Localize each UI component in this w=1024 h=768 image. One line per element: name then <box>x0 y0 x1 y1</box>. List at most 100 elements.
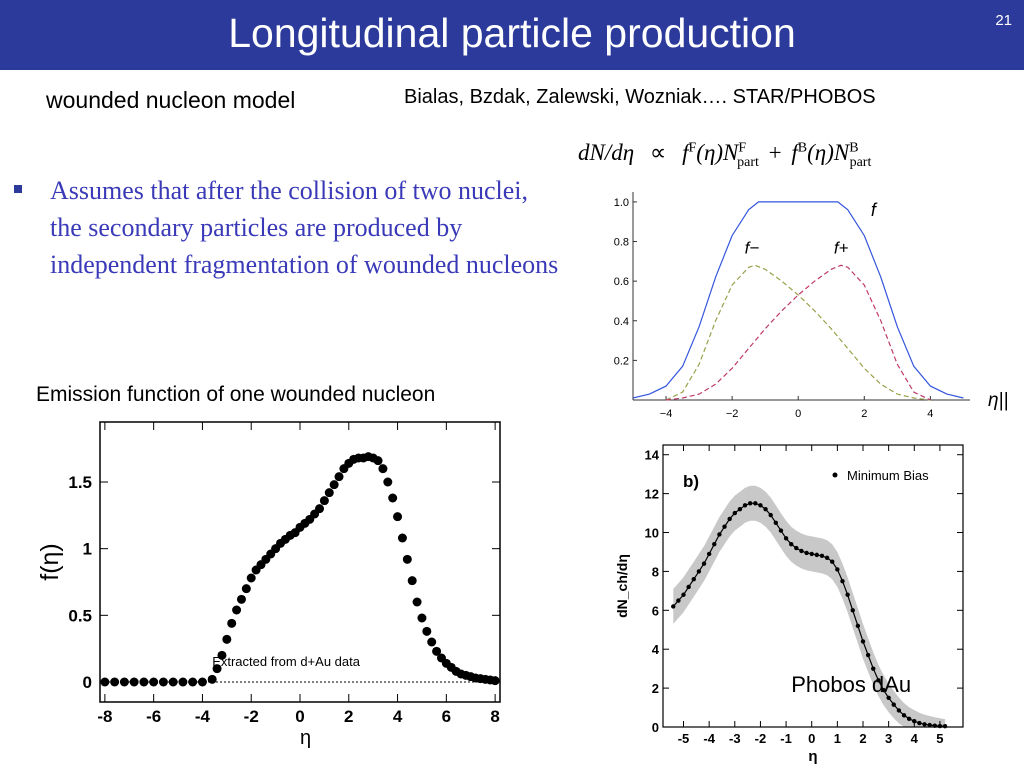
data-point <box>383 477 393 487</box>
formula-f-backward-sup: B <box>797 140 808 156</box>
data-point <box>942 724 948 729</box>
data-point <box>922 722 927 727</box>
x-tick-label: 4 <box>911 731 919 746</box>
data-point <box>712 541 717 547</box>
data-point <box>397 533 407 543</box>
formula-n-backward-sup: B <box>849 140 859 156</box>
data-point <box>158 677 168 687</box>
data-point <box>241 584 251 594</box>
formula-lhs: dN/dη <box>578 140 635 165</box>
data-point <box>393 512 403 522</box>
x-tick-label: −2 <box>726 408 739 420</box>
x-tick-label: 4 <box>393 707 403 726</box>
series-line <box>632 201 964 399</box>
systematic-error-band <box>673 485 946 727</box>
x-tick-label: 4 <box>927 408 933 420</box>
data-point <box>212 664 222 674</box>
x-tick-label: -2 <box>244 707 259 726</box>
y-tick-label: 10 <box>645 526 659 541</box>
data-point <box>427 637 437 647</box>
data-point <box>246 573 256 583</box>
data-point <box>373 456 383 466</box>
x-tick-label: -8 <box>97 707 112 726</box>
y-tick-label: 12 <box>645 487 659 502</box>
data-point <box>860 639 866 644</box>
y-tick-label: 4 <box>652 642 660 657</box>
x-tick-label: -4 <box>195 707 211 726</box>
annotation-label: Extracted from d+Au data <box>212 654 361 669</box>
x-tick-label: -2 <box>755 731 767 746</box>
x-axis-label: η|| <box>988 390 1008 411</box>
data-point <box>722 524 727 529</box>
formula-f-forward: f <box>682 140 689 165</box>
bullet-text: Assumes that after the collision of two … <box>50 176 559 279</box>
data-point <box>100 677 110 687</box>
data-point <box>773 520 779 525</box>
x-tick-label: 2 <box>344 707 353 726</box>
data-point <box>758 503 763 508</box>
y-tick-label: 0.6 <box>614 276 629 288</box>
formula-f-forward-sup: F <box>688 140 697 156</box>
slide-title: Longitudinal particle production <box>228 10 796 56</box>
x-tick-label: -4 <box>703 731 715 746</box>
data-point <box>706 551 712 557</box>
data-point <box>871 666 876 671</box>
formula-plus: + <box>768 140 782 165</box>
data-point <box>110 677 120 687</box>
data-point <box>840 578 845 584</box>
x-tick-label: 5 <box>936 731 943 746</box>
data-point <box>696 569 702 574</box>
data-point <box>804 550 809 556</box>
x-tick-label: -3 <box>729 731 741 746</box>
data-point <box>329 480 339 490</box>
data-point <box>845 592 850 597</box>
x-tick-label: 6 <box>442 707 451 726</box>
x-tick-label: 0 <box>295 707 304 726</box>
data-point <box>768 512 773 518</box>
data-point <box>753 501 758 506</box>
formula-eta-n-backward: (η)N <box>807 140 850 165</box>
y-axis-label: dN_ch/dη <box>614 554 630 618</box>
data-point <box>315 504 325 514</box>
data-point <box>855 623 861 629</box>
data-point <box>319 496 329 506</box>
data-point <box>432 646 442 656</box>
data-point <box>727 516 732 522</box>
data-point <box>129 677 139 687</box>
data-point <box>891 702 896 707</box>
data-point <box>691 576 696 582</box>
data-point <box>412 597 422 607</box>
panel-label: b) <box>683 472 699 491</box>
data-point <box>407 576 417 586</box>
data-point <box>168 677 178 687</box>
plot-frame <box>662 444 964 728</box>
x-tick-label: -6 <box>146 707 161 726</box>
x-tick-label: 0 <box>808 731 815 746</box>
bullet-square-icon <box>14 185 22 193</box>
legend-label: Minimum Bias <box>847 468 929 483</box>
formula-n-forward-sup: F <box>738 140 747 156</box>
data-point <box>681 592 686 597</box>
y-axis-label: f(η) <box>36 543 64 581</box>
x-tick-label: 2 <box>861 408 867 420</box>
series-label: f+ <box>834 238 849 257</box>
data-point <box>717 532 722 537</box>
data-point <box>886 695 891 701</box>
formula: dN/dη ∝ fF(η)NFpart + fB(η)NBpart <box>578 140 871 171</box>
model-name: wounded nucleon model <box>46 87 296 113</box>
page-number: 21 <box>995 12 1012 29</box>
data-point <box>732 510 737 516</box>
x-tick-label: -1 <box>780 731 792 746</box>
formula-proportional: ∝ <box>649 140 667 165</box>
data-point <box>799 548 804 554</box>
x-axis-label: η <box>300 727 311 749</box>
annotation-label: Phobos dAu <box>791 672 911 697</box>
data-point <box>139 677 149 687</box>
data-point <box>917 720 922 726</box>
data-point <box>227 618 237 628</box>
emission-caption: Emission function of one wounded nucleon <box>36 383 436 406</box>
data-point <box>814 552 820 558</box>
x-tick-label: 1 <box>834 731 841 746</box>
data-point <box>819 553 825 559</box>
